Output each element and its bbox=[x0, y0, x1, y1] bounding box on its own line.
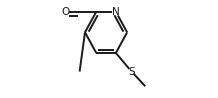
Text: N: N bbox=[112, 7, 120, 17]
Text: S: S bbox=[128, 67, 135, 77]
Text: O: O bbox=[61, 7, 70, 17]
